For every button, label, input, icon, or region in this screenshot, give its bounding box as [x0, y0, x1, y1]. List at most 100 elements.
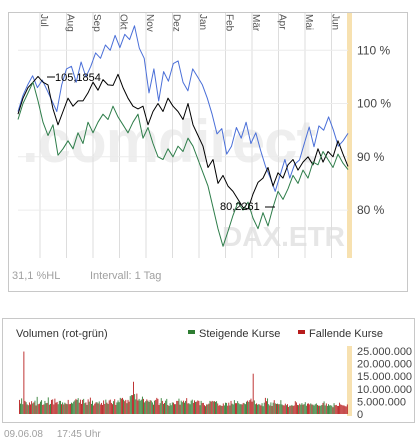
volume-bar-falling: [104, 403, 106, 414]
volume-bar-rising: [47, 397, 49, 414]
volume-bar-falling: [68, 404, 70, 414]
volume-bar-rising: [226, 402, 228, 414]
volume-bar-falling: [278, 404, 280, 414]
volume-bar-falling: [133, 381, 134, 414]
volume-bar-falling: [174, 404, 175, 414]
volume-bar-rising: [71, 402, 72, 414]
volume-bar-falling: [146, 399, 148, 414]
volume-bar-falling: [236, 403, 238, 414]
volume-bar-falling: [122, 397, 123, 414]
volume-bar-falling: [110, 402, 112, 414]
volume-bar-falling: [295, 402, 297, 414]
month-label: Dez: [171, 14, 182, 32]
volume-bar-rising: [134, 394, 136, 414]
volume-bar-rising: [303, 404, 305, 414]
volume-bar-rising: [170, 405, 172, 414]
volume-bar-falling: [33, 402, 35, 414]
volume-bar-falling: [266, 401, 267, 414]
volume-bar-falling: [256, 403, 257, 414]
volume-bar-falling: [172, 402, 174, 414]
volume-bar-rising: [145, 401, 147, 414]
volume-bar-falling: [269, 405, 271, 414]
volume-bar-rising: [310, 403, 312, 414]
volume-bar-falling: [307, 403, 308, 414]
volume-bar-falling: [167, 404, 169, 414]
volume-bar-rising: [232, 404, 234, 414]
volume-bar-rising: [270, 402, 272, 414]
volume-bar-rising: [126, 403, 128, 414]
volume-bar-falling: [69, 403, 71, 414]
volume-bar-falling: [125, 399, 127, 414]
volume-bar-falling: [211, 400, 213, 414]
volume-bar-falling: [293, 405, 295, 414]
volume-bar-rising: [59, 400, 61, 414]
volume-bar-falling: [217, 403, 219, 414]
volume-bar-falling: [176, 400, 178, 414]
volume-bar-falling: [127, 399, 129, 414]
volume-bar-rising: [329, 405, 331, 414]
volume-bar-rising: [40, 401, 41, 414]
month-labels: Jul Aug Sep Okt Nov Dez Jan Feb Mär Apr Mai Jun: [38, 14, 341, 32]
volume-bar-falling: [81, 403, 82, 414]
volume-bar-falling: [308, 403, 310, 414]
volume-bar-rising: [195, 401, 197, 414]
low-annotation: 80,2261: [220, 201, 275, 213]
volume-bar-rising: [263, 402, 265, 414]
volume-bar-rising: [64, 402, 66, 414]
volume-bar-falling: [95, 402, 97, 414]
volume-bar-rising: [190, 400, 192, 414]
volume-bar-falling: [124, 401, 126, 414]
volume-bar-falling: [156, 397, 158, 414]
volume-bar-rising: [25, 402, 27, 414]
volume-bar-rising: [304, 402, 306, 414]
volume-bar-falling: [252, 373, 254, 414]
volume-bar-falling: [43, 404, 45, 414]
volume-bar-rising: [320, 405, 322, 414]
volume-bar-rising: [86, 404, 88, 414]
volume-bar-rising: [188, 403, 190, 414]
volume-bar-rising: [272, 402, 274, 414]
volume-bar-rising: [117, 400, 119, 414]
price-chart-panel: .comdirect DAX.ETR Jul Aug Sep Okt Nov Dez Jan…: [8, 12, 408, 292]
volume-bar-falling: [276, 403, 277, 414]
volume-bar-rising: [116, 402, 118, 414]
volume-bar-falling: [340, 404, 342, 414]
volume-bar-falling: [290, 405, 292, 414]
volume-bar-rising: [159, 403, 161, 414]
volume-bar-rising: [246, 401, 247, 414]
volume-bar-rising: [22, 404, 24, 414]
volume-bar-falling: [38, 403, 40, 414]
volume-y-tick-label: 25.000.000: [357, 346, 412, 358]
volume-bar-falling: [115, 404, 117, 414]
volume-bar-rising: [135, 399, 137, 414]
volume-bar-falling: [319, 405, 321, 414]
volume-bar-falling: [42, 404, 44, 414]
volume-bar-falling: [273, 400, 275, 414]
volume-bar-rising: [175, 404, 177, 414]
volume-bar-rising: [72, 403, 74, 414]
volume-bar-rising: [243, 403, 245, 414]
volume-bar-falling: [210, 401, 212, 414]
volume-bar-rising: [324, 405, 326, 414]
volume-bar-rising: [148, 401, 150, 414]
volume-bar-rising: [119, 397, 121, 414]
volume-bar-rising: [312, 404, 314, 414]
volume-bar-rising: [165, 400, 167, 414]
price-panel-frame: [8, 12, 408, 292]
volume-bar-rising: [83, 398, 85, 414]
volume-bar-rising: [285, 405, 287, 414]
volume-bar-rising: [313, 405, 315, 414]
volume-bar-falling: [149, 400, 151, 414]
volume-bar-rising: [277, 403, 278, 414]
volume-bar-falling: [196, 401, 198, 414]
volume-bar-rising: [244, 404, 246, 414]
volume-bar-falling: [219, 404, 221, 414]
volume-bar-falling: [106, 402, 108, 414]
volume-bar-falling: [294, 401, 296, 414]
volume-bar-rising: [150, 400, 152, 414]
volume-bar-falling: [55, 402, 57, 414]
volume-bar-rising: [91, 403, 92, 414]
volume-bar-rising: [225, 402, 226, 414]
volume-bar-rising: [330, 405, 332, 414]
